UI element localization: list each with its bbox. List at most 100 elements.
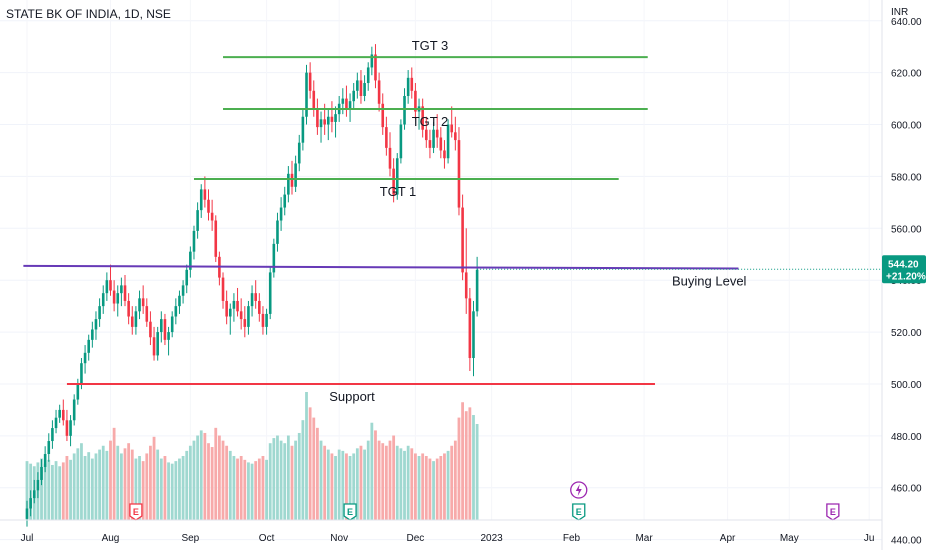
volume-bar (192, 440, 196, 520)
volume-bar (207, 443, 210, 520)
candle-body (221, 277, 225, 301)
x-tick-label: Mar (635, 533, 653, 544)
x-tick-label: 2023 (481, 533, 504, 544)
volume-bar (392, 435, 396, 520)
level-label: TGT 1 (380, 184, 417, 199)
candle-body (381, 103, 385, 128)
earnings-marker: E (129, 503, 143, 521)
volume-bar (403, 450, 406, 520)
volume-bar (428, 458, 432, 520)
volume-bar (90, 458, 94, 520)
candle-body (65, 420, 69, 436)
candle-body (450, 124, 454, 133)
time-axis[interactable]: Jul Aug Sep Oct Nov Dec 2023 Feb Mar Apr May Ju (21, 533, 875, 544)
candle-body (196, 210, 199, 231)
dividend-marker (570, 481, 588, 499)
candle-body (439, 137, 443, 151)
volume-bar (406, 445, 410, 520)
candle-body (250, 293, 254, 307)
candle-body (116, 293, 120, 304)
level-line (23, 264, 739, 270)
candle-body (414, 90, 417, 112)
earnings-letter: E (133, 507, 139, 517)
y-tick-label: 480.00 (891, 432, 922, 443)
candle-body (464, 272, 468, 299)
volume-bar (312, 417, 316, 520)
level-lines[interactable]: TGT 3 TGT 2 TGT 1 Support Buying Level (23, 38, 882, 404)
earnings-icon (129, 503, 143, 521)
candle-body (58, 409, 61, 418)
volume-bar (76, 448, 80, 520)
volume-bar (475, 424, 479, 520)
volume-bar (377, 440, 381, 520)
volume-bar (384, 445, 388, 520)
candle-body (330, 116, 334, 122)
candle-body (326, 116, 330, 125)
candle-body (98, 306, 101, 320)
x-tick-label: Aug (102, 533, 120, 544)
volume-bar (243, 459, 247, 520)
volume-bar (352, 453, 356, 520)
y-tick-label: 580.00 (891, 172, 922, 183)
candle-body (47, 441, 51, 455)
current-price-change: +21.20% (886, 271, 926, 282)
volume-bar (98, 449, 101, 520)
y-tick-label: 560.00 (891, 224, 922, 235)
volume-bar (301, 420, 305, 520)
volume-bar (363, 449, 366, 520)
candle-body (239, 311, 243, 320)
candle-body (334, 114, 337, 122)
earnings-marker: E (343, 503, 357, 521)
volume-bar (461, 402, 464, 520)
candle-body (178, 295, 181, 307)
candle-body (174, 306, 178, 317)
volume-bar (236, 458, 239, 520)
candle-body (51, 428, 54, 442)
candle-body (228, 308, 232, 317)
candle-body (475, 269, 479, 312)
candle-body (297, 142, 301, 164)
candle-body (428, 140, 432, 148)
volume-bar (395, 445, 399, 520)
candle-body (29, 498, 32, 509)
candle-body (341, 98, 345, 104)
earnings-marker: E (572, 503, 586, 521)
earnings-icon (343, 503, 357, 521)
y-tick-label: 600.00 (891, 121, 922, 132)
volume-bar (421, 453, 425, 520)
candle-body (149, 321, 152, 338)
candle-body (348, 101, 352, 109)
lightning-bolt (575, 484, 582, 496)
candle-body (356, 80, 359, 91)
x-tick-label: Dec (407, 533, 425, 544)
y-tick-label: 460.00 (891, 484, 922, 495)
volume-bar (316, 427, 319, 520)
volume-bar (257, 458, 261, 520)
volume-bar (239, 456, 243, 520)
currency-label: INR (891, 7, 908, 18)
volume-bar (141, 461, 145, 520)
volume-bar (25, 461, 29, 520)
volume-bar (439, 456, 443, 520)
volume-bar (457, 417, 461, 520)
candle-body (388, 147, 392, 169)
candle-body (185, 269, 189, 286)
candle-body (308, 72, 312, 91)
candle-body (254, 293, 257, 301)
candle-body (91, 329, 94, 340)
candle-body (214, 220, 218, 257)
candle-body (72, 399, 76, 421)
candle-body (105, 280, 109, 294)
candle-body (109, 280, 112, 291)
candle-body (112, 290, 116, 304)
volume-bar (261, 456, 265, 520)
candle-body (243, 319, 247, 327)
volume-bar (294, 440, 298, 520)
candle-body (80, 363, 83, 384)
candle-body (272, 243, 276, 273)
candle-body (120, 285, 123, 294)
volume-bar (334, 456, 337, 520)
volume-bar (323, 445, 327, 520)
